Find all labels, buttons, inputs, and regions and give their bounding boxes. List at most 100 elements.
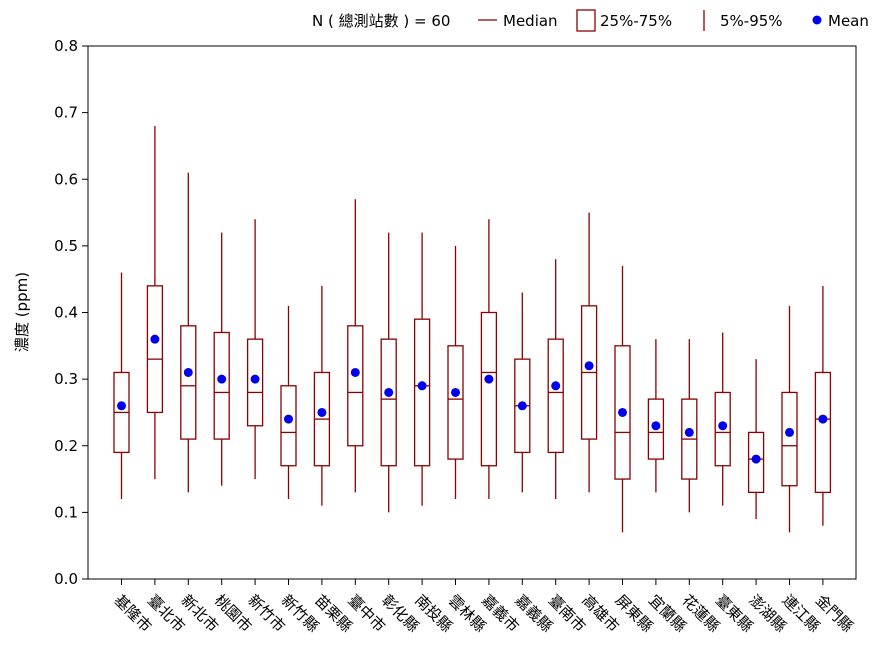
box-group <box>814 285 832 526</box>
mean-point <box>451 387 460 397</box>
x-category-label: 新竹縣 <box>278 591 323 636</box>
x-category-label: 金門縣 <box>812 591 857 636</box>
x-category-label: 臺南市 <box>545 591 590 636</box>
box-group <box>313 285 331 506</box>
y-tick-label: 0.3 <box>54 370 78 388</box>
iqr-box <box>180 325 197 440</box>
mean-point <box>584 361 594 371</box>
box-group <box>647 339 665 493</box>
x-category-label: 新竹市 <box>244 591 289 636</box>
iqr-box <box>213 331 230 440</box>
legend: N ( 總測站數 ) = 60 Median 25%-75% 5%-95% Me… <box>312 9 869 32</box>
x-category-label: 宜蘭縣 <box>645 591 690 636</box>
iqr-box <box>781 391 798 487</box>
mean-point <box>417 381 427 391</box>
x-category-label: 苗栗縣 <box>311 591 356 636</box>
legend-whisker-label: 5%-95% <box>720 12 783 30</box>
x-category-label: 嘉義市 <box>478 591 523 636</box>
y-tick-label: 0.5 <box>54 237 78 255</box>
x-category-label: 桃園市 <box>211 591 256 636</box>
legend-mean-swatch <box>812 15 822 25</box>
x-category-label: 嘉義縣 <box>511 591 556 636</box>
boxes <box>113 125 832 533</box>
mean-point <box>785 427 794 437</box>
mean-point <box>618 407 627 417</box>
iqr-box <box>480 311 498 467</box>
y-tick-label: 0.7 <box>54 104 78 122</box>
box-group <box>514 292 531 493</box>
box-group <box>113 272 130 500</box>
x-category-label: 花蓮縣 <box>678 591 723 636</box>
y-tick-label: 0.4 <box>54 304 78 322</box>
x-category-label: 雲林縣 <box>445 591 490 636</box>
iqr-box <box>280 385 297 467</box>
box-group <box>681 339 698 513</box>
x-category-label: 高雄市 <box>578 591 623 636</box>
box-group <box>380 232 397 513</box>
legend-median-label: Median <box>503 12 558 30</box>
y-tick-label: 0.0 <box>54 570 78 588</box>
mean-point <box>250 374 260 384</box>
mean-point <box>651 421 661 431</box>
mean-point <box>484 374 494 384</box>
legend-mean-label: Mean <box>828 12 869 30</box>
mean-point <box>384 387 394 397</box>
x-category-label: 新北市 <box>177 591 222 636</box>
box-group <box>447 245 464 500</box>
iqr-box <box>380 338 397 467</box>
mean-point <box>183 367 193 377</box>
x-category-label: 臺東縣 <box>712 591 757 636</box>
y-tick-label: 0.1 <box>54 503 78 521</box>
mean-point <box>317 407 327 417</box>
x-category-label: 屏東縣 <box>612 591 657 636</box>
box-group <box>547 259 564 500</box>
iqr-box <box>413 318 431 467</box>
mean-point <box>818 414 828 424</box>
box-group <box>714 332 731 506</box>
box-group <box>180 172 197 493</box>
box-group <box>413 232 431 506</box>
box-group <box>246 219 264 480</box>
x-axis: 基隆市臺北市新北市桃園市新竹市新竹縣苗栗縣臺中市彰化縣南投縣雲林縣嘉義市嘉義縣臺… <box>111 579 857 636</box>
y-tick-label: 0.2 <box>54 437 78 455</box>
iqr-box <box>747 431 765 494</box>
y-axis-label: 濃度 (ppm) <box>13 272 31 352</box>
x-category-label: 彰化縣 <box>378 591 423 636</box>
y-tick-label: 0.8 <box>54 37 78 55</box>
iqr-box <box>547 338 564 454</box>
x-category-label: 基隆市 <box>111 591 156 636</box>
box-group <box>280 305 297 500</box>
box-group <box>146 125 164 480</box>
iqr-box <box>614 345 631 480</box>
iqr-box <box>814 371 832 494</box>
box-group <box>747 359 765 520</box>
y-axis: 0.0 0.1 0.2 0.3 0.4 0.5 0.6 0.7 0.8 <box>54 37 88 588</box>
iqr-box <box>246 338 264 427</box>
legend-iqr-label: 25%-75% <box>600 12 672 30</box>
iqr-box <box>447 345 464 460</box>
mean-point <box>751 454 761 464</box>
mean-point <box>718 421 728 431</box>
box-group <box>580 212 598 493</box>
mean-point <box>517 401 527 411</box>
x-category-label: 臺北市 <box>144 591 189 636</box>
mean-point <box>350 367 360 377</box>
iqr-box <box>146 285 164 414</box>
mean-point <box>551 381 561 391</box>
box-group <box>347 199 364 493</box>
mean-point <box>117 401 126 411</box>
legend-iqr-swatch <box>576 9 596 32</box>
x-category-label: 南投縣 <box>411 591 456 636</box>
mean-point <box>684 427 694 437</box>
mean-point <box>150 334 160 344</box>
x-category-label: 澎湖縣 <box>745 591 790 636</box>
box-group <box>781 305 798 533</box>
box-group <box>213 232 230 486</box>
legend-n-label: N ( 總測站數 ) = 60 <box>312 12 450 30</box>
x-category-label: 連江縣 <box>779 591 824 636</box>
iqr-box <box>647 398 665 460</box>
box-group <box>614 265 631 533</box>
plot-frame <box>87 45 857 580</box>
mean-point <box>284 414 293 424</box>
